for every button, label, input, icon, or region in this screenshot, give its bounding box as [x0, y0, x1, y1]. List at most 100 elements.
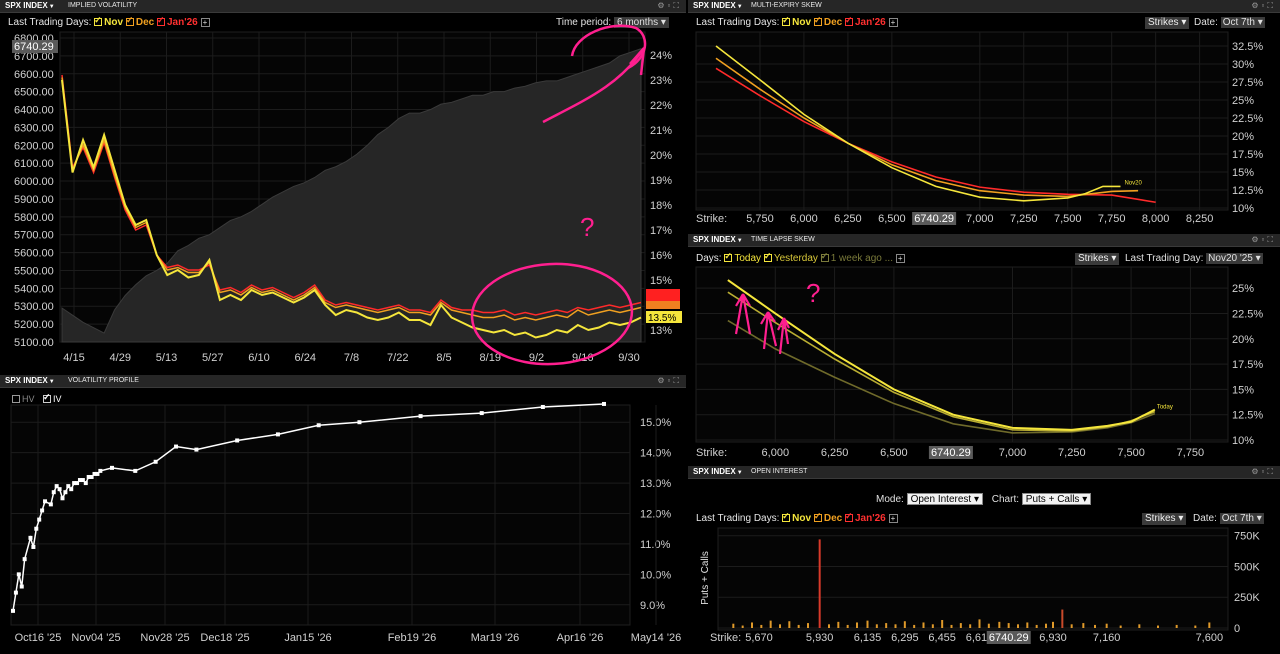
- gear-icon[interactable]: ⚙: [657, 376, 668, 385]
- mode-dropdown[interactable]: Open Interest ▾: [906, 493, 983, 505]
- last-trading-day-dropdown[interactable]: Nov20 '25 ▾: [1206, 253, 1263, 264]
- gear-icon[interactable]: ⚙: [1251, 1, 1262, 10]
- strikes-dropdown[interactable]: Strikes ▾: [1145, 17, 1190, 29]
- panel-title-menu[interactable]: SPX INDEX▼: [5, 376, 55, 385]
- x-tick-label: 7/8: [344, 352, 359, 364]
- gear-icon[interactable]: ⚙: [657, 1, 668, 10]
- iv-point: [63, 490, 68, 495]
- annotation-arrow: [734, 293, 752, 335]
- gear-icon[interactable]: ⚙: [1251, 235, 1262, 244]
- strike-marker-box: [912, 212, 957, 225]
- yesterday-checkbox[interactable]: [763, 251, 772, 262]
- x-tick-label: 8/19: [480, 352, 501, 364]
- gear-icon[interactable]: ⚙: [1251, 467, 1262, 476]
- expand-icon[interactable]: ⛶: [1267, 1, 1276, 10]
- x-tick-label: Mar19 '26: [471, 632, 520, 644]
- x-tick-label: 5/27: [202, 352, 223, 364]
- dec-checkbox[interactable]: [813, 511, 822, 522]
- nov-checkbox[interactable]: [94, 15, 103, 26]
- y-tick-label: 17.5%: [1232, 149, 1263, 161]
- expand-icon[interactable]: ⛶: [1267, 235, 1276, 244]
- minimize-icon[interactable]: ▫: [1261, 235, 1268, 244]
- iv-point: [66, 484, 71, 489]
- x-tick-label: 6,000: [790, 213, 818, 225]
- x-tick-label: 9/30: [618, 352, 639, 364]
- jan-checkbox[interactable]: [156, 15, 165, 26]
- add-series-button[interactable]: +: [888, 18, 898, 27]
- week-ago-checkbox[interactable]: [820, 251, 829, 262]
- iv-point: [60, 496, 65, 501]
- iv-point: [19, 584, 24, 589]
- iv-point: [28, 535, 33, 540]
- y-tick-label: 20%: [1232, 334, 1254, 346]
- chart-dropdown[interactable]: Puts + Calls ▾: [1021, 493, 1092, 505]
- nov-checkbox[interactable]: [782, 511, 791, 522]
- iv-point: [77, 478, 82, 483]
- x-tick-label: 7,000: [966, 213, 994, 225]
- expand-icon[interactable]: ⛶: [673, 376, 682, 385]
- y-tick-label: 25%: [1232, 283, 1254, 295]
- minimize-icon[interactable]: ▫: [1261, 467, 1268, 476]
- iv-point: [235, 438, 240, 443]
- iv-point: [316, 423, 321, 428]
- minimize-icon[interactable]: ▫: [667, 1, 674, 10]
- nov-checkbox[interactable]: [782, 15, 791, 26]
- y-tick-label: 30%: [1232, 59, 1254, 71]
- time-lapse-skew-chart: 25% 22.5% 20% 17.5% 15% 12.5% 10% Strike: 6,000 6…: [695, 266, 1263, 459]
- oi-bar: [903, 621, 906, 628]
- iv-point: [89, 474, 94, 479]
- iv-point: [98, 468, 103, 473]
- panel-title-menu[interactable]: SPX INDEX▼: [693, 1, 743, 10]
- days-filter: Days: Today Yesterday 1 week ago ... +: [696, 251, 905, 264]
- oi-bar: [913, 624, 916, 628]
- add-series-button[interactable]: +: [888, 514, 898, 523]
- jan-checkbox[interactable]: [844, 15, 853, 26]
- panel-title-menu[interactable]: SPX INDEX▼: [693, 235, 743, 244]
- x-tick-label: 7/22: [387, 352, 408, 364]
- x-tick-label: 5/13: [156, 352, 177, 364]
- date-dropdown[interactable]: Oct 7th ▾: [1220, 17, 1265, 28]
- y-tick-label: 22.5%: [1232, 113, 1263, 125]
- dec-last-value-tag: [646, 301, 680, 309]
- panel-header: SPX INDEX▼ VOLATILITY PROFILE ⚙▫⛶: [0, 375, 686, 388]
- panel-controls: ⚙▫⛶: [657, 1, 682, 11]
- iv-checkbox[interactable]: [43, 392, 52, 403]
- strikes-dropdown[interactable]: Strikes ▾: [1142, 513, 1187, 525]
- dec-checkbox[interactable]: [125, 15, 134, 26]
- x-tick-label: Apr16 '26: [557, 632, 604, 644]
- x-tick-label: 7,250: [1010, 213, 1038, 225]
- today-checkbox[interactable]: [724, 251, 733, 262]
- panel-title-menu[interactable]: SPX INDEX▼: [693, 467, 743, 476]
- iv-point: [602, 401, 606, 406]
- panel-controls: ⚙▫⛶: [1251, 467, 1276, 477]
- iv-point: [72, 481, 77, 486]
- oi-bar: [978, 619, 981, 628]
- oi-bar: [1045, 623, 1047, 628]
- series-end-label: Nov20: [1124, 180, 1142, 186]
- minimize-icon[interactable]: ▫: [1261, 1, 1268, 10]
- panel-subtitle: MULTI-EXPIRY SKEW: [751, 2, 822, 9]
- time-period-dropdown[interactable]: 6 months ▾: [614, 17, 669, 28]
- jan-checkbox[interactable]: [844, 511, 853, 522]
- nov-last-value-tag: [646, 311, 682, 323]
- hv-checkbox[interactable]: [12, 395, 20, 403]
- add-series-button[interactable]: +: [200, 18, 210, 27]
- oi-bar: [856, 622, 858, 628]
- panel-subtitle: VOLATILITY PROFILE: [68, 377, 139, 384]
- plot-area: [695, 266, 1229, 443]
- x-tick-label: Nov28 '25: [140, 632, 189, 644]
- date-dropdown[interactable]: Oct 7th ▾: [1219, 513, 1264, 524]
- iv-point: [92, 471, 97, 476]
- skew-line: [727, 319, 1156, 434]
- x-tick-label: 7,500: [1117, 447, 1145, 459]
- add-day-button[interactable]: +: [895, 254, 905, 263]
- minimize-icon[interactable]: ▫: [667, 376, 674, 385]
- expand-icon[interactable]: ⛶: [1267, 467, 1276, 476]
- dec-checkbox[interactable]: [813, 15, 822, 26]
- expand-icon[interactable]: ⛶: [673, 1, 682, 10]
- oi-bar: [1094, 624, 1096, 628]
- iv-point: [194, 447, 199, 452]
- strikes-dropdown[interactable]: Strikes ▾: [1075, 253, 1120, 265]
- panel-title-menu[interactable]: SPX INDEX▼: [5, 1, 55, 10]
- y-tick-label: 0: [1234, 623, 1240, 635]
